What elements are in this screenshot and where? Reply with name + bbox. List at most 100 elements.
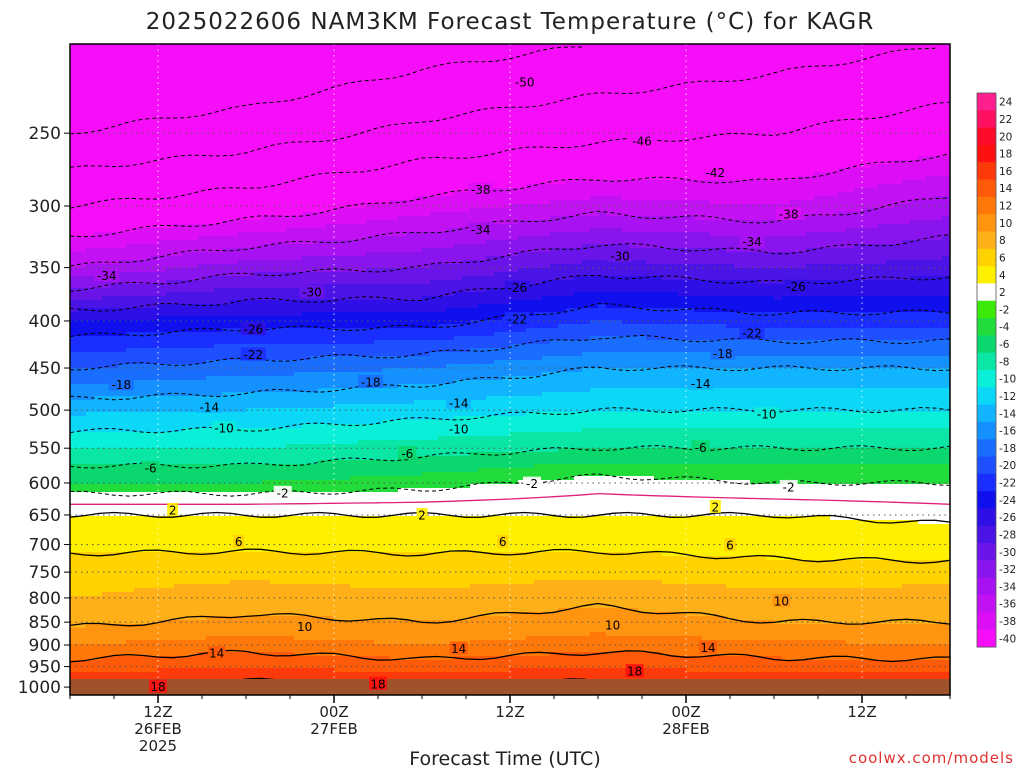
temperature-cell bbox=[182, 56, 191, 61]
temperature-cell bbox=[294, 116, 303, 121]
temperature-cell bbox=[278, 96, 287, 101]
temperature-cell bbox=[710, 88, 719, 93]
temperature-cell bbox=[390, 60, 399, 65]
temperature-cell bbox=[70, 128, 79, 133]
temperature-cell bbox=[182, 128, 191, 133]
temperature-cell bbox=[750, 80, 759, 85]
temperature-cell bbox=[742, 132, 751, 137]
temperature-cell bbox=[454, 200, 463, 205]
temperature-cell bbox=[326, 128, 335, 133]
temperature-cell bbox=[318, 168, 327, 173]
temperature-cell bbox=[734, 52, 743, 57]
temperature-cell bbox=[326, 56, 335, 61]
temperature-cell bbox=[830, 64, 839, 69]
temperature-cell bbox=[222, 128, 231, 133]
temperature-cell bbox=[534, 164, 543, 169]
temperature-cell bbox=[654, 84, 663, 89]
temperature-cell bbox=[886, 132, 895, 137]
temperature-cell bbox=[894, 92, 903, 97]
temperature-cell bbox=[70, 108, 79, 113]
temperature-cell bbox=[278, 196, 287, 201]
temperature-cell bbox=[846, 152, 855, 157]
temperature-cell bbox=[510, 192, 519, 197]
temperature-cell bbox=[150, 192, 159, 197]
temperature-cell bbox=[182, 192, 191, 197]
temperature-cell bbox=[182, 184, 191, 189]
temperature-cell bbox=[134, 88, 143, 93]
temperature-cell bbox=[598, 196, 607, 201]
temperature-cell bbox=[662, 120, 671, 125]
temperature-cell bbox=[518, 200, 527, 205]
temperature-cell bbox=[454, 176, 463, 181]
temperature-cell bbox=[894, 100, 903, 105]
temperature-cell bbox=[726, 60, 735, 65]
temperature-cell bbox=[310, 72, 319, 77]
temperature-cell bbox=[230, 44, 239, 49]
temperature-cell bbox=[502, 92, 511, 97]
temperature-cell bbox=[494, 88, 503, 93]
temperature-cell bbox=[390, 72, 399, 77]
temperature-cell bbox=[606, 64, 615, 69]
temperature-cell bbox=[382, 196, 391, 201]
temperature-cell bbox=[278, 52, 287, 57]
temperature-cell bbox=[254, 148, 263, 153]
temperature-cell bbox=[150, 168, 159, 173]
temperature-cell bbox=[462, 88, 471, 93]
temperature-cell bbox=[502, 196, 511, 201]
temperature-cell bbox=[206, 216, 215, 221]
temperature-cell bbox=[766, 116, 775, 121]
temperature-cell bbox=[150, 212, 159, 217]
temperature-cell bbox=[438, 116, 447, 121]
temperature-cell bbox=[398, 220, 407, 225]
temperature-cell bbox=[118, 192, 127, 197]
temperature-cell bbox=[78, 68, 87, 73]
temperature-cell bbox=[910, 192, 919, 197]
temperature-cell bbox=[886, 92, 895, 97]
temperature-cell bbox=[310, 140, 319, 145]
temperature-cell bbox=[942, 176, 950, 181]
temperature-cell bbox=[886, 68, 895, 73]
temperature-cell bbox=[254, 180, 263, 185]
temperature-cell bbox=[718, 156, 727, 161]
temperature-cell bbox=[110, 92, 119, 97]
temperature-cell bbox=[422, 196, 431, 201]
temperature-cell bbox=[550, 184, 559, 189]
temperature-cell bbox=[358, 108, 367, 113]
temperature-cell bbox=[582, 160, 591, 165]
temperature-cell bbox=[694, 136, 703, 141]
temperature-cell bbox=[870, 96, 879, 101]
temperature-cell bbox=[422, 48, 431, 53]
temperature-cell bbox=[230, 200, 239, 205]
temperature-cell bbox=[262, 168, 271, 173]
temperature-cell bbox=[814, 44, 823, 49]
temperature-cell bbox=[638, 96, 647, 101]
temperature-cell bbox=[774, 52, 783, 57]
temperature-cell bbox=[190, 68, 199, 73]
temperature-cell bbox=[406, 140, 415, 145]
temperature-cell bbox=[454, 184, 463, 189]
temperature-cell bbox=[294, 120, 303, 125]
temperature-cell bbox=[622, 48, 631, 53]
temperature-cell bbox=[366, 164, 375, 169]
temperature-cell bbox=[886, 180, 895, 185]
temperature-cell bbox=[294, 52, 303, 57]
temperature-cell bbox=[174, 160, 183, 165]
temperature-cell bbox=[590, 184, 599, 189]
temperature-cell bbox=[662, 48, 671, 53]
temperature-cell bbox=[662, 80, 671, 85]
temperature-cell bbox=[822, 56, 831, 61]
temperature-cell bbox=[734, 160, 743, 165]
temperature-cell bbox=[166, 216, 175, 221]
temperature-cell bbox=[502, 136, 511, 141]
temperature-cell bbox=[438, 64, 447, 69]
temperature-cell bbox=[598, 116, 607, 121]
temperature-cell bbox=[894, 200, 903, 205]
temperature-cell bbox=[894, 108, 903, 113]
temperature-cell bbox=[110, 84, 119, 89]
temperature-cell bbox=[534, 140, 543, 145]
temperature-cell bbox=[886, 72, 895, 77]
temperature-cell bbox=[510, 100, 519, 105]
temperature-cell bbox=[342, 192, 351, 197]
temperature-cell bbox=[198, 128, 207, 133]
temperature-cell bbox=[662, 76, 671, 81]
